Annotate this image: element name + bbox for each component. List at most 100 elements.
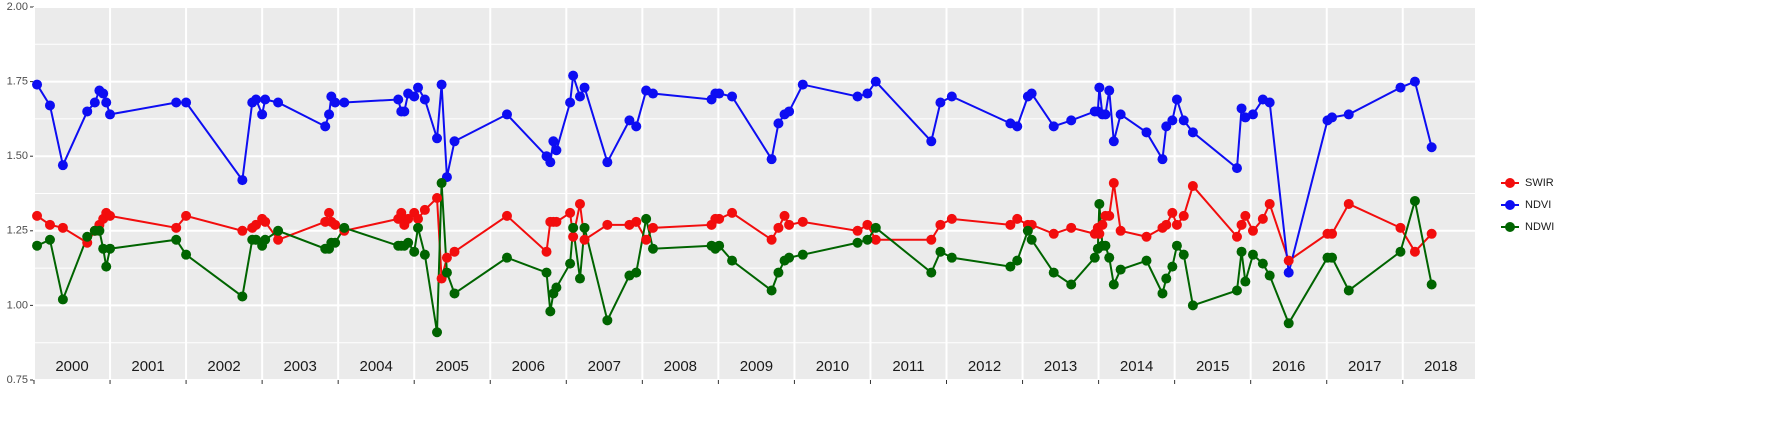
data-point bbox=[1409, 246, 1420, 257]
data-point bbox=[565, 207, 576, 218]
data-point bbox=[1283, 255, 1294, 266]
data-point bbox=[1409, 195, 1420, 206]
data-point bbox=[1409, 76, 1420, 87]
legend-label: SWIR bbox=[1525, 177, 1554, 189]
data-point bbox=[935, 246, 946, 257]
data-point bbox=[1426, 142, 1437, 153]
data-point bbox=[766, 285, 777, 296]
data-point bbox=[1187, 300, 1198, 311]
data-point bbox=[551, 216, 562, 227]
data-point bbox=[1048, 267, 1059, 278]
y-tick-label: 0.75 bbox=[7, 374, 28, 386]
data-point bbox=[32, 240, 43, 251]
data-point bbox=[579, 234, 590, 245]
data-point bbox=[1115, 109, 1126, 120]
data-point bbox=[1187, 181, 1198, 192]
year-label: 2012 bbox=[968, 358, 1001, 375]
data-point bbox=[779, 210, 790, 221]
legend-key-point bbox=[1505, 178, 1515, 188]
data-point bbox=[409, 91, 420, 102]
data-point bbox=[419, 249, 430, 260]
year-label: 2003 bbox=[283, 358, 316, 375]
data-point bbox=[1094, 228, 1105, 239]
data-point bbox=[565, 97, 576, 108]
data-point bbox=[1167, 207, 1178, 218]
data-point bbox=[432, 192, 443, 203]
data-point bbox=[1012, 213, 1023, 224]
year-label: 2006 bbox=[512, 358, 545, 375]
data-point bbox=[1100, 109, 1111, 120]
data-point bbox=[413, 82, 424, 93]
data-point bbox=[1005, 219, 1016, 230]
data-point bbox=[105, 243, 116, 254]
data-point bbox=[551, 145, 562, 156]
year-label: 2000 bbox=[55, 358, 88, 375]
data-point bbox=[260, 234, 271, 245]
data-point bbox=[1048, 228, 1059, 239]
data-point bbox=[436, 79, 447, 90]
data-point bbox=[574, 273, 585, 284]
data-point bbox=[339, 97, 350, 108]
data-point bbox=[946, 213, 957, 224]
data-point bbox=[773, 222, 784, 233]
data-point bbox=[82, 231, 93, 242]
data-point bbox=[1097, 219, 1108, 230]
data-point bbox=[1141, 231, 1152, 242]
data-point bbox=[935, 97, 946, 108]
data-point bbox=[105, 210, 116, 221]
data-point bbox=[714, 88, 725, 99]
data-point bbox=[1283, 318, 1294, 329]
data-point bbox=[237, 225, 248, 236]
data-point bbox=[1236, 103, 1247, 114]
legend-label: NDWI bbox=[1525, 221, 1554, 233]
data-point bbox=[1264, 270, 1275, 281]
data-point bbox=[1247, 249, 1258, 260]
data-point bbox=[1240, 276, 1251, 287]
data-point bbox=[409, 246, 420, 257]
data-point bbox=[1022, 225, 1033, 236]
data-point bbox=[320, 121, 331, 132]
data-point bbox=[441, 252, 452, 263]
data-point bbox=[647, 222, 658, 233]
data-point bbox=[57, 222, 68, 233]
legend-label: NDVI bbox=[1525, 199, 1551, 211]
data-point bbox=[773, 118, 784, 129]
data-point bbox=[1426, 279, 1437, 290]
data-point bbox=[574, 198, 585, 209]
data-point bbox=[1100, 240, 1111, 251]
data-point bbox=[449, 246, 460, 257]
data-point bbox=[784, 252, 795, 263]
data-point bbox=[1141, 127, 1152, 138]
data-point bbox=[1327, 252, 1338, 263]
data-point bbox=[641, 213, 652, 224]
data-point bbox=[545, 306, 556, 317]
data-point bbox=[862, 234, 873, 245]
data-point bbox=[57, 160, 68, 171]
data-point bbox=[44, 100, 55, 111]
data-point bbox=[273, 225, 284, 236]
y-tick-label: 1.75 bbox=[7, 76, 28, 88]
data-point bbox=[797, 79, 808, 90]
data-point bbox=[641, 234, 652, 245]
data-point bbox=[237, 291, 248, 302]
data-point bbox=[766, 234, 777, 245]
data-point bbox=[545, 157, 556, 168]
data-point bbox=[324, 207, 335, 218]
data-point bbox=[1104, 210, 1115, 221]
data-point bbox=[413, 213, 424, 224]
y-tick-label: 2.00 bbox=[7, 1, 28, 13]
data-point bbox=[1161, 273, 1172, 284]
data-point bbox=[94, 225, 105, 236]
data-point bbox=[273, 97, 284, 108]
year-label: 2008 bbox=[664, 358, 697, 375]
y-tick-label: 1.00 bbox=[7, 299, 28, 311]
data-point bbox=[1171, 240, 1182, 251]
data-point bbox=[1167, 261, 1178, 272]
data-point bbox=[946, 252, 957, 263]
data-point bbox=[273, 234, 284, 245]
y-tick-label: 1.25 bbox=[7, 225, 28, 237]
data-point bbox=[1161, 219, 1172, 230]
data-point bbox=[1089, 252, 1100, 263]
data-point bbox=[727, 255, 738, 266]
